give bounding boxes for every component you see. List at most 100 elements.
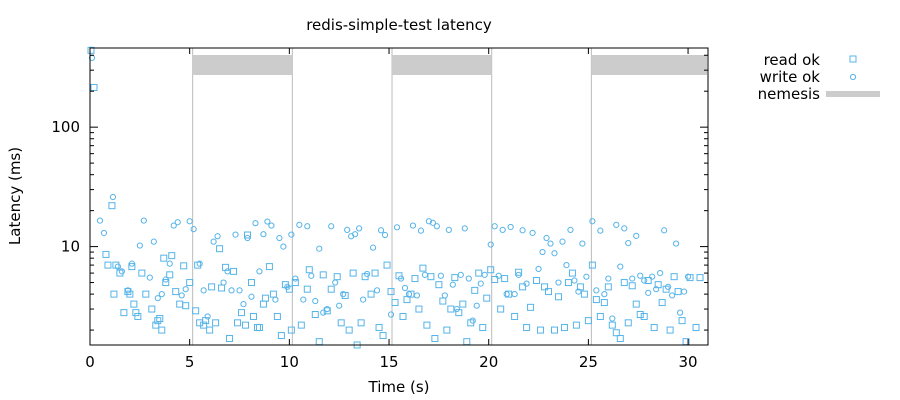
read-point [568,269,576,277]
read-point [479,324,487,332]
write-point [369,244,377,251]
read-point [419,264,427,272]
write-point [140,217,147,224]
write-point [571,277,578,284]
write-point [162,276,169,283]
write-point [543,234,550,242]
read-point [180,262,188,270]
legend-marker-read [849,55,857,63]
read-point [592,296,600,304]
read-point [371,269,379,277]
write-point [637,272,644,279]
write-point [252,220,259,227]
write-point [555,279,562,286]
write-point [684,273,692,280]
read-point [511,312,519,320]
y-tick-label: 10 [61,238,80,256]
read-point [391,299,399,307]
nemesis-band-2 [591,55,707,75]
read-point [154,317,162,325]
write-point [649,273,656,280]
write-point [567,226,574,233]
read-point [628,282,636,290]
read-point [387,288,395,296]
x-tick-label: 20 [479,353,498,371]
read-point [226,335,234,343]
write-point [260,231,267,238]
read-point [243,231,251,239]
read-point [182,302,190,310]
y-tick-label: 100 [51,118,80,136]
write-point [268,222,275,229]
read-point [259,300,267,308]
write-point [332,279,339,286]
read-point [560,324,568,332]
read-point [455,309,463,317]
read-point [142,290,150,298]
write-point [495,272,502,279]
read-point [130,300,138,308]
write-point [272,296,279,303]
write-point [248,293,255,300]
write-point [328,223,335,230]
read-point [134,312,142,320]
read-point [152,321,160,329]
read-point [166,271,174,279]
read-point [192,307,200,315]
read-point [160,254,168,262]
write-point [320,309,327,316]
read-point [168,252,176,260]
write-point [437,272,444,279]
read-point [305,266,313,274]
read-point [357,319,365,327]
write-point [680,288,688,295]
read-point [658,299,666,307]
write-point [563,261,570,269]
write-point [661,227,668,234]
write-point [150,238,157,245]
write-point [641,277,648,284]
write-point [280,243,287,250]
write-point [100,229,108,237]
read-point [176,300,184,308]
write-point [146,274,153,281]
write-point [381,231,389,239]
write-point [523,280,530,287]
write-point [360,296,367,303]
read-point [588,261,596,269]
write-point [669,292,676,299]
write-point [114,263,122,270]
read-point [459,300,467,308]
read-point [156,315,164,323]
read-point [148,305,156,313]
read-point [158,326,166,334]
write-point [547,240,554,247]
write-point [352,231,359,238]
write-point [158,291,165,298]
read-point [640,312,648,320]
write-point [457,271,464,278]
read-point [491,276,499,284]
write-point [136,242,143,249]
read-point [379,332,387,340]
read-point [554,293,562,301]
read-point [399,312,407,320]
read-point [345,326,353,334]
read-point [501,275,509,283]
write-point [109,193,117,201]
read-point [541,283,549,291]
x-tick-label: 5 [185,353,195,371]
write-point [487,241,494,248]
write-point [473,302,480,309]
write-point [593,287,600,294]
ticks-layer: 0 5 10 15 20 25 30 10 100 [51,48,708,371]
read-point [415,305,423,313]
read-point [375,324,383,332]
read-point [216,245,224,253]
write-point [491,223,498,230]
read-point [87,46,95,54]
read-point [277,332,285,340]
write-point [609,315,616,322]
write-point [515,271,522,278]
write-point [397,275,405,282]
